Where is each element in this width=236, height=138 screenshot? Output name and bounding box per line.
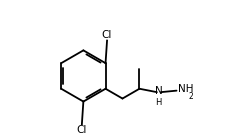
Text: Cl: Cl [102, 30, 112, 40]
Text: N: N [155, 86, 163, 96]
Text: 2: 2 [188, 92, 193, 101]
Text: NH: NH [178, 84, 194, 94]
Text: Cl: Cl [77, 125, 87, 135]
Text: H: H [156, 98, 162, 107]
